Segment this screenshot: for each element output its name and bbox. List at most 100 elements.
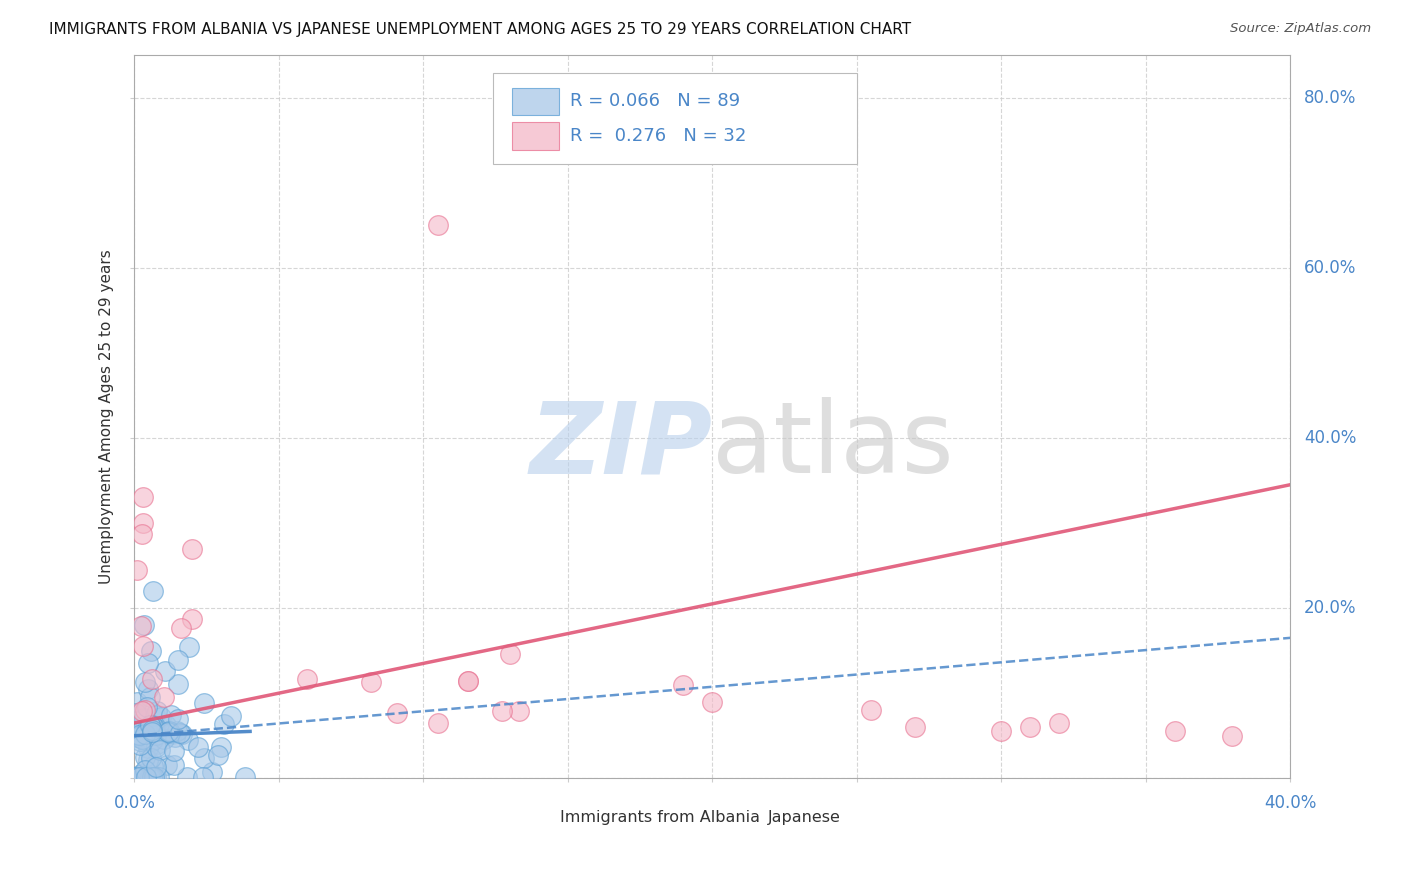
Point <box>124 728 146 742</box>
Point <box>132 618 155 632</box>
Point <box>187 739 209 754</box>
Point <box>139 690 162 704</box>
Point <box>139 770 162 784</box>
Point <box>148 770 170 784</box>
Point <box>193 696 215 710</box>
Point <box>131 730 153 744</box>
Point <box>124 770 146 784</box>
Point <box>125 706 148 721</box>
Point <box>141 733 163 747</box>
Text: 40.0%: 40.0% <box>1305 429 1357 447</box>
FancyBboxPatch shape <box>724 805 759 832</box>
Point <box>132 639 155 653</box>
Point <box>141 770 163 784</box>
Point <box>1047 715 1070 730</box>
Text: 20.0%: 20.0% <box>1305 599 1357 617</box>
Point <box>139 718 162 732</box>
Point <box>169 726 191 740</box>
Point <box>1163 724 1185 739</box>
Point <box>125 695 148 709</box>
Point <box>141 723 163 738</box>
Point <box>141 644 163 658</box>
FancyBboxPatch shape <box>512 87 558 115</box>
Text: 80.0%: 80.0% <box>1305 88 1357 107</box>
Point <box>904 720 927 734</box>
Text: ZIP: ZIP <box>530 397 713 494</box>
Point <box>134 727 156 741</box>
Point <box>1019 720 1042 734</box>
Point <box>170 621 193 635</box>
Point <box>150 710 173 724</box>
Point <box>141 717 163 731</box>
FancyBboxPatch shape <box>516 805 551 832</box>
Point <box>297 673 319 687</box>
Point <box>177 640 200 655</box>
Point <box>860 703 883 717</box>
Point <box>132 765 155 780</box>
Point <box>134 711 156 725</box>
Point <box>191 770 214 784</box>
Point <box>131 767 153 781</box>
Point <box>156 725 179 739</box>
Point <box>160 727 183 741</box>
Point <box>138 740 160 755</box>
Text: R =  0.276   N = 32: R = 0.276 N = 32 <box>571 128 747 145</box>
Point <box>131 732 153 747</box>
Point <box>141 725 163 739</box>
Text: Japanese: Japanese <box>768 811 841 825</box>
Point <box>125 770 148 784</box>
Point <box>139 717 162 731</box>
Point <box>426 715 449 730</box>
Point <box>146 704 169 718</box>
Point <box>129 723 152 738</box>
Point <box>142 770 165 784</box>
Point <box>167 677 190 691</box>
Point <box>141 673 163 687</box>
Point <box>387 706 409 721</box>
Text: IMMIGRANTS FROM ALBANIA VS JAPANESE UNEMPLOYMENT AMONG AGES 25 TO 29 YEARS CORRE: IMMIGRANTS FROM ALBANIA VS JAPANESE UNEM… <box>49 22 911 37</box>
Point <box>181 612 204 626</box>
Point <box>193 751 215 765</box>
Point <box>128 770 150 784</box>
Point <box>155 664 177 678</box>
Y-axis label: Unemployment Among Ages 25 to 29 years: Unemployment Among Ages 25 to 29 years <box>100 249 114 584</box>
Text: R = 0.066   N = 89: R = 0.066 N = 89 <box>571 93 741 111</box>
Point <box>134 675 156 690</box>
Point <box>131 704 153 718</box>
Text: 40.0%: 40.0% <box>1264 794 1316 812</box>
Text: Source: ZipAtlas.com: Source: ZipAtlas.com <box>1230 22 1371 36</box>
FancyBboxPatch shape <box>512 122 558 150</box>
Text: 60.0%: 60.0% <box>1305 259 1357 277</box>
Point <box>152 731 174 746</box>
Point <box>207 748 229 763</box>
Point <box>201 764 224 779</box>
Point <box>160 708 183 723</box>
Point <box>131 526 153 541</box>
Point <box>221 709 243 723</box>
Point <box>145 740 167 755</box>
Point <box>135 699 157 714</box>
Point <box>176 770 198 784</box>
Point <box>360 675 382 690</box>
Point <box>491 704 513 718</box>
Text: 0.0%: 0.0% <box>114 794 156 812</box>
Point <box>166 653 188 667</box>
Point <box>162 744 184 758</box>
Point <box>166 724 188 739</box>
Point <box>128 738 150 752</box>
Point <box>142 759 165 773</box>
Point <box>129 619 152 633</box>
Point <box>135 770 157 784</box>
Point <box>127 563 149 577</box>
Point <box>139 751 162 765</box>
Point <box>457 673 479 688</box>
Point <box>145 760 167 774</box>
Point <box>129 733 152 747</box>
Point <box>233 770 256 784</box>
Point <box>145 770 167 784</box>
Point <box>141 770 163 784</box>
Point <box>990 724 1012 739</box>
FancyBboxPatch shape <box>492 73 856 163</box>
Point <box>508 704 530 718</box>
Point <box>177 732 200 747</box>
